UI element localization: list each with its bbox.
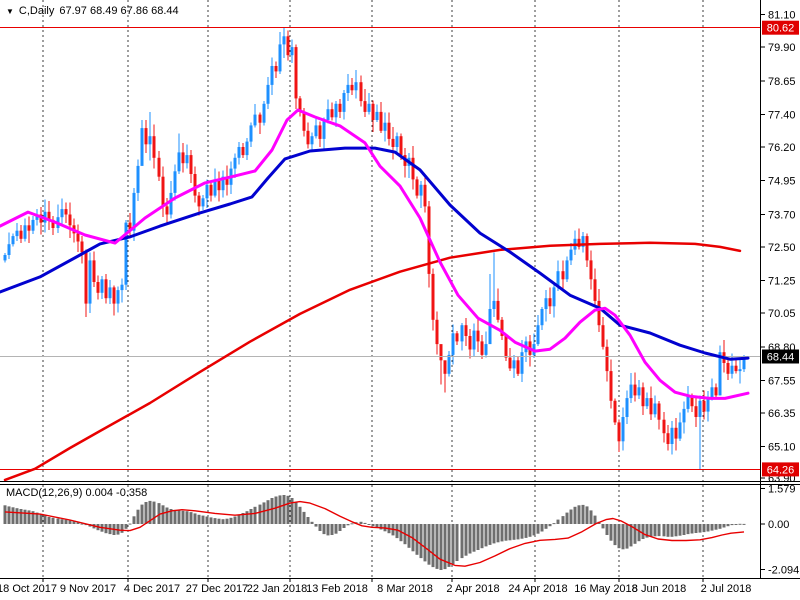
svg-text:77.40: 77.40 [768,110,796,122]
svg-text:80.62: 80.62 [767,23,795,35]
symbol-period-label: C,Daily [18,5,55,17]
svg-text:64.26: 64.26 [767,464,795,476]
ma-blue-medium [0,146,750,361]
symbol-title-bar: ▼ C,Daily 67.97 68.49 67.86 68.44 [6,5,179,17]
svg-text:9 Nov 2017: 9 Nov 2017 [60,583,116,595]
svg-text:24 Apr 2018: 24 Apr 2018 [508,583,567,595]
svg-text:81.10: 81.10 [768,10,796,22]
macd-indicator-label: MACD(12,26,9) 0.004 -0.358 [6,487,148,499]
price-axis: 81.10 79.90 78.65 77.40 76.20 74.95 73.70 72.50… [760,10,796,485]
svg-text:2 Jul 2018: 2 Jul 2018 [701,583,752,595]
svg-text:1.579: 1.579 [768,484,796,496]
ma-magenta-fast [0,108,750,400]
candles-layer [3,27,746,469]
svg-text:16 May 2018: 16 May 2018 [574,583,638,595]
macd-axis: 1.579 0.00 -2.094 [760,484,799,577]
svg-text:27 Dec 2017: 27 Dec 2017 [186,583,248,595]
svg-text:8 Jun 2018: 8 Jun 2018 [632,583,686,595]
svg-text:67.55: 67.55 [768,376,796,388]
svg-text:65.10: 65.10 [768,442,796,454]
svg-text:4 Dec 2017: 4 Dec 2017 [124,583,180,595]
svg-text:-2.094: -2.094 [768,565,799,577]
svg-text:8 Mar 2018: 8 Mar 2018 [377,583,433,595]
svg-text:79.90: 79.90 [768,42,796,54]
ma-red-slow [3,241,742,482]
grid-layer [42,0,704,578]
svg-text:73.70: 73.70 [768,210,796,222]
ohlc-values: 67.97 68.49 67.86 68.44 [59,5,179,17]
price-badges: 80.62 64.26 68.44 [762,20,799,477]
svg-text:18 Oct 2017: 18 Oct 2017 [0,583,57,595]
panel-borders [0,0,800,579]
macd-signal-line [4,500,745,567]
svg-text:74.95: 74.95 [768,176,796,188]
svg-text:72.50: 72.50 [768,242,796,254]
svg-text:70.05: 70.05 [768,308,796,320]
svg-text:13 Feb 2018: 13 Feb 2018 [306,583,368,595]
time-axis: 18 Oct 2017 9 Nov 2017 4 Dec 2017 27 Dec 20… [0,578,751,595]
svg-text:71.25: 71.25 [768,276,796,288]
collapse-arrow-icon[interactable]: ▼ [6,6,14,16]
svg-text:0.00: 0.00 [768,519,789,531]
svg-text:78.65: 78.65 [768,76,796,88]
svg-text:66.35: 66.35 [768,408,796,420]
svg-text:2 Apr 2018: 2 Apr 2018 [446,583,499,595]
svg-text:76.20: 76.20 [768,142,796,154]
svg-text:22 Jan 2018: 22 Jan 2018 [247,583,308,595]
panel-divider[interactable] [0,479,800,487]
svg-text:68.44: 68.44 [767,352,795,364]
macd-histogram [3,495,746,570]
